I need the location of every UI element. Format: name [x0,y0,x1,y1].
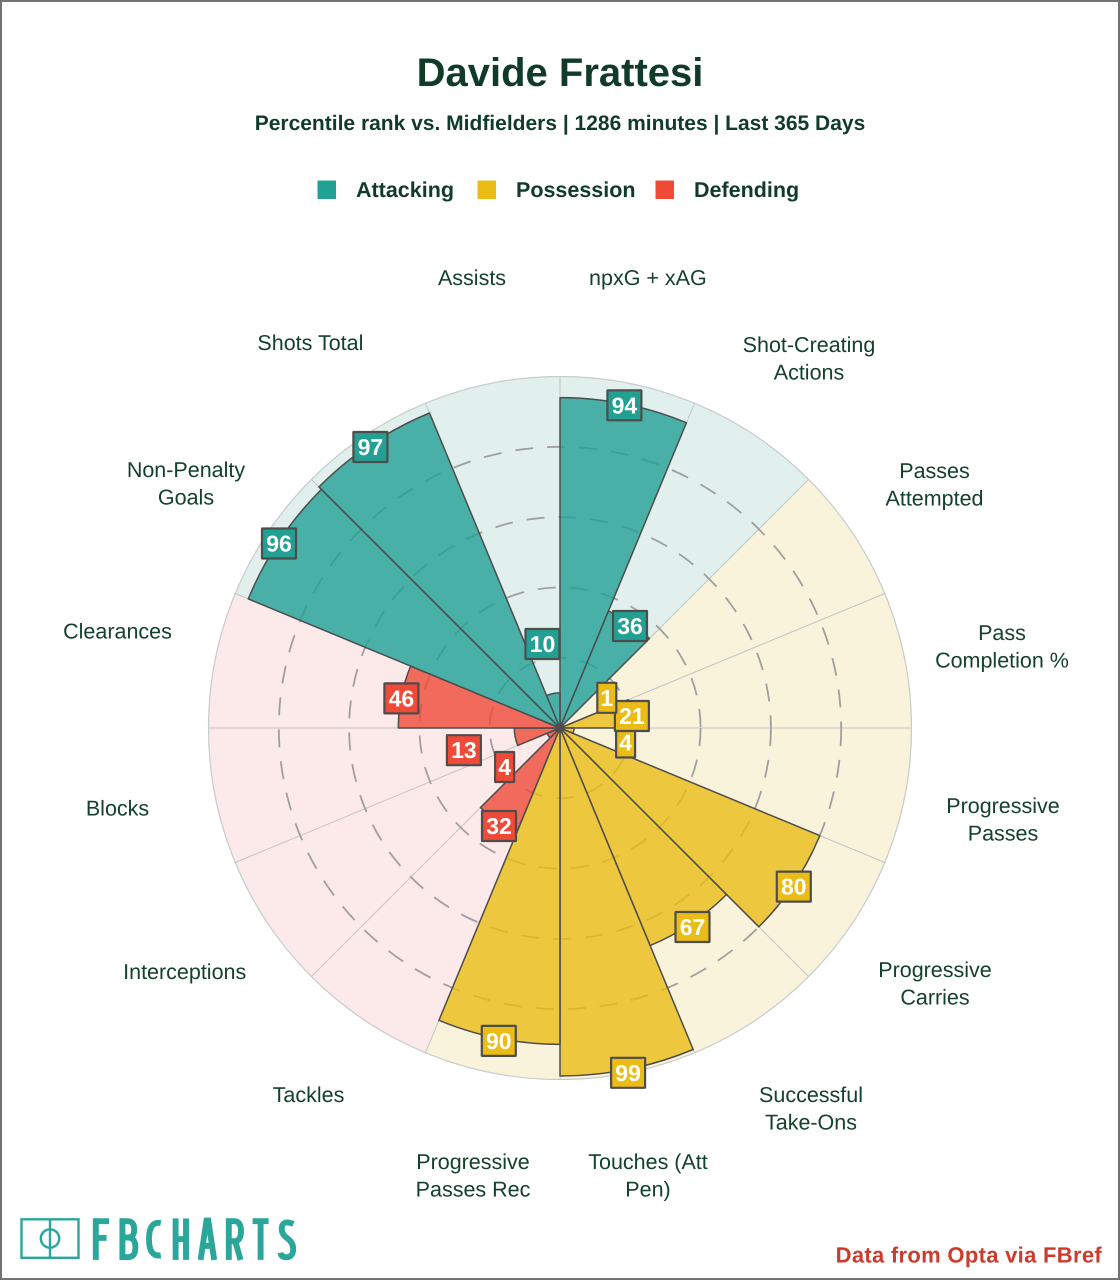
svg-text:Blocks: Blocks [86,796,149,820]
svg-text:4: 4 [619,730,632,756]
svg-text:Non-Penalty: Non-Penalty [127,458,246,482]
svg-text:96: 96 [266,531,292,557]
svg-text:21: 21 [619,703,645,729]
svg-text:Progressive: Progressive [416,1150,530,1174]
svg-text:46: 46 [389,685,415,711]
svg-text:13: 13 [451,737,477,763]
svg-text:Successful: Successful [759,1083,863,1107]
svg-text:Progressive: Progressive [946,794,1060,818]
svg-text:Defending: Defending [694,178,799,202]
svg-text:Clearances: Clearances [63,620,172,644]
svg-text:Actions: Actions [774,360,845,384]
svg-text:Touches (Att: Touches (Att [588,1150,708,1174]
svg-text:Goals: Goals [158,485,214,509]
svg-text:90: 90 [486,1028,512,1054]
svg-text:Passes Rec: Passes Rec [416,1177,531,1201]
svg-text:Pass: Pass [978,621,1026,645]
svg-text:99: 99 [615,1060,641,1086]
svg-text:Percentile rank vs. Midfielder: Percentile rank vs. Midfielders | 1286 m… [255,112,866,135]
svg-text:Pen): Pen) [625,1177,670,1201]
svg-text:10: 10 [530,631,556,657]
svg-text:Attacking: Attacking [356,178,454,202]
svg-text:Shots Total: Shots Total [257,331,363,355]
svg-text:Assists: Assists [438,266,506,290]
svg-text:97: 97 [358,434,384,460]
svg-text:94: 94 [612,392,638,418]
svg-text:32: 32 [486,813,512,839]
svg-text:Carries: Carries [900,985,969,1009]
svg-text:Shot-Creating: Shot-Creating [743,333,876,357]
svg-text:Davide Frattesi: Davide Frattesi [417,51,704,95]
svg-text:Interceptions: Interceptions [123,960,246,984]
svg-text:4: 4 [498,754,511,780]
svg-text:Passes: Passes [968,821,1039,845]
svg-text:36: 36 [617,613,643,639]
svg-text:Tackles: Tackles [273,1083,345,1107]
svg-text:67: 67 [680,914,706,940]
svg-text:Take-Ons: Take-Ons [765,1110,857,1134]
svg-text:Data from Opta via FBref: Data from Opta via FBref [836,1243,1103,1268]
svg-text:Attempted: Attempted [886,486,984,510]
svg-text:Possession: Possession [516,178,636,202]
svg-text:1: 1 [600,685,613,711]
svg-text:Completion %: Completion % [935,648,1069,672]
svg-text:Progressive: Progressive [878,958,992,982]
svg-text:npxG + xAG: npxG + xAG [589,266,707,290]
svg-text:80: 80 [781,874,807,900]
svg-text:Passes: Passes [899,459,970,483]
